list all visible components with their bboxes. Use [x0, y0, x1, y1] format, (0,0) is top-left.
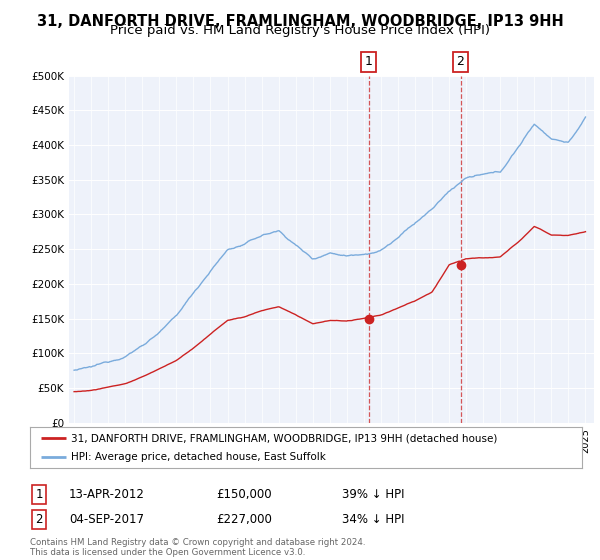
Text: 13-APR-2012: 13-APR-2012 [69, 488, 145, 501]
Text: 39% ↓ HPI: 39% ↓ HPI [342, 488, 404, 501]
Text: £227,000: £227,000 [216, 512, 272, 526]
Text: 34% ↓ HPI: 34% ↓ HPI [342, 512, 404, 526]
Text: 04-SEP-2017: 04-SEP-2017 [69, 512, 144, 526]
Text: 31, DANFORTH DRIVE, FRAMLINGHAM, WOODBRIDGE, IP13 9HH: 31, DANFORTH DRIVE, FRAMLINGHAM, WOODBRI… [37, 14, 563, 29]
Text: HPI: Average price, detached house, East Suffolk: HPI: Average price, detached house, East… [71, 452, 326, 461]
Text: 1: 1 [365, 55, 373, 68]
Text: 2: 2 [457, 55, 464, 68]
Text: 1: 1 [35, 488, 43, 501]
Text: 2: 2 [35, 512, 43, 526]
Text: 31, DANFORTH DRIVE, FRAMLINGHAM, WOODBRIDGE, IP13 9HH (detached house): 31, DANFORTH DRIVE, FRAMLINGHAM, WOODBRI… [71, 433, 498, 443]
Text: Contains HM Land Registry data © Crown copyright and database right 2024.
This d: Contains HM Land Registry data © Crown c… [30, 538, 365, 557]
Text: £150,000: £150,000 [216, 488, 272, 501]
Text: Price paid vs. HM Land Registry's House Price Index (HPI): Price paid vs. HM Land Registry's House … [110, 24, 490, 37]
